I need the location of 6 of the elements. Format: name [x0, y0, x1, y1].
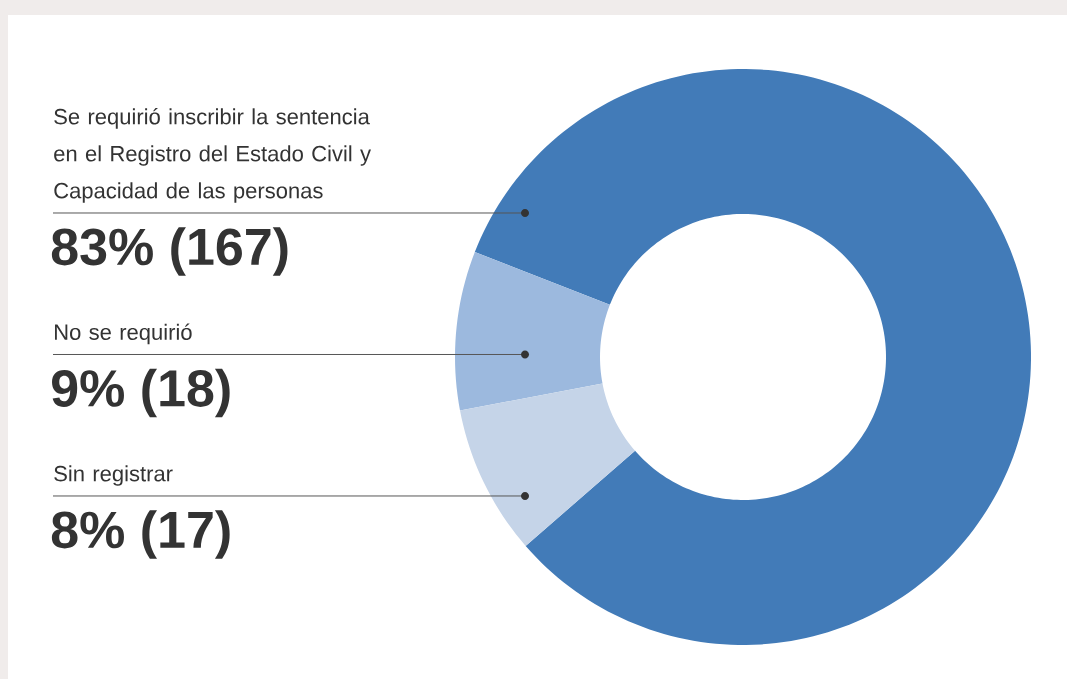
slice-label: Sin registrar	[54, 465, 173, 486]
data-label: 8% (17)	[51, 510, 230, 559]
data-label: 9% (18)	[52, 368, 230, 418]
data-label: 83% (167)	[51, 227, 288, 276]
slice-label: No se requirió	[55, 323, 192, 345]
slice-label: Se requirió inscribir la sentencia en el Registro del Estado Civil y Capacidad de las personas	[54, 108, 371, 203]
